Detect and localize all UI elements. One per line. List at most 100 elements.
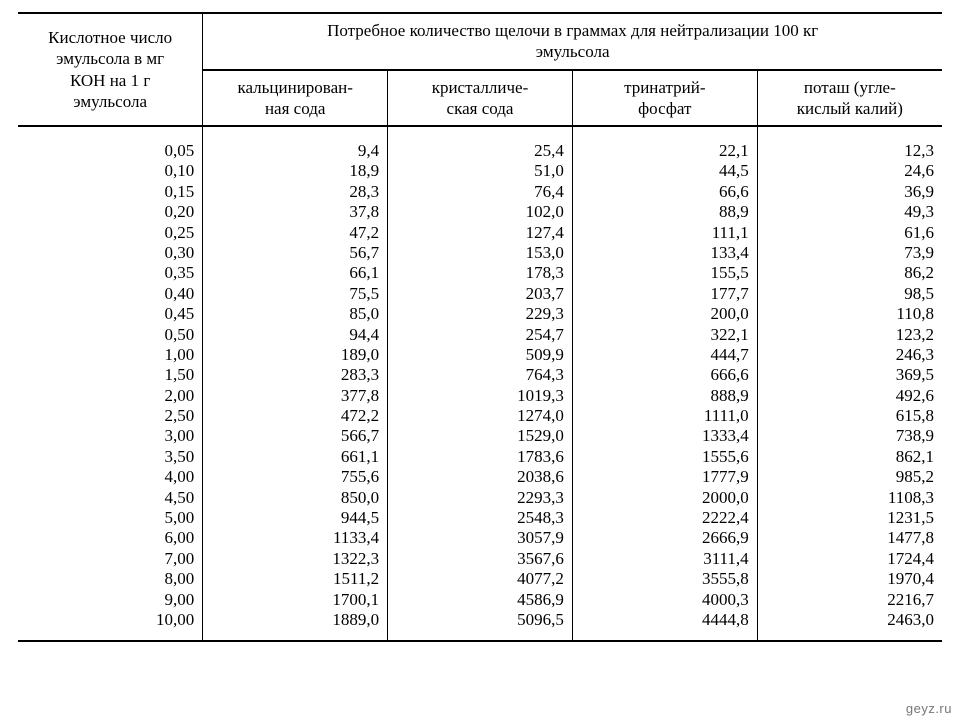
cell: 1783,6 xyxy=(388,447,573,467)
cell: 203,7 xyxy=(388,284,573,304)
cell: 88,9 xyxy=(572,202,757,222)
cell: 0,35 xyxy=(18,263,203,283)
cell: 66,6 xyxy=(572,182,757,202)
table-row: 4,50850,02293,32000,01108,3 xyxy=(18,488,942,508)
cell: 666,6 xyxy=(572,365,757,385)
cell: 37,8 xyxy=(203,202,388,222)
cell: 189,0 xyxy=(203,345,388,365)
cell: 3555,8 xyxy=(572,569,757,589)
cell: 755,6 xyxy=(203,467,388,487)
cell: 888,9 xyxy=(572,386,757,406)
cell: 509,9 xyxy=(388,345,573,365)
cell: 1700,1 xyxy=(203,590,388,610)
cell: 0,25 xyxy=(18,223,203,243)
cell: 1,00 xyxy=(18,345,203,365)
cell: 49,3 xyxy=(757,202,942,222)
cell: 2222,4 xyxy=(572,508,757,528)
cell: 2463,0 xyxy=(757,610,942,630)
cell: 4000,3 xyxy=(572,590,757,610)
cell: 661,1 xyxy=(203,447,388,467)
cell: 153,0 xyxy=(388,243,573,263)
cell: 1529,0 xyxy=(388,426,573,446)
cell: 123,2 xyxy=(757,325,942,345)
cell: 44,5 xyxy=(572,161,757,181)
cell: 2548,3 xyxy=(388,508,573,528)
cell: 200,0 xyxy=(572,304,757,324)
table-row: 7,001322,33567,63111,41724,4 xyxy=(18,549,942,569)
cell: 254,7 xyxy=(388,325,573,345)
table-row: 3,50661,11783,61555,6862,1 xyxy=(18,447,942,467)
cell: 2000,0 xyxy=(572,488,757,508)
cell: 0,30 xyxy=(18,243,203,263)
cell: 7,00 xyxy=(18,549,203,569)
cell: 51,0 xyxy=(388,161,573,181)
cell: 177,7 xyxy=(572,284,757,304)
cell: 1511,2 xyxy=(203,569,388,589)
cell: 86,2 xyxy=(757,263,942,283)
header-trisodium: тринатрий-фосфат xyxy=(572,70,757,127)
cell: 76,4 xyxy=(388,182,573,202)
cell: 28,3 xyxy=(203,182,388,202)
cell: 1274,0 xyxy=(388,406,573,426)
cell: 1477,8 xyxy=(757,528,942,548)
table-row: 1,00189,0509,9444,7246,3 xyxy=(18,345,942,365)
cell: 66,1 xyxy=(203,263,388,283)
table-row: 0,059,425,422,112,3 xyxy=(18,141,942,161)
cell: 10,00 xyxy=(18,610,203,630)
cell: 22,1 xyxy=(572,141,757,161)
cell: 1108,3 xyxy=(757,488,942,508)
cell: 985,2 xyxy=(757,467,942,487)
table-row: 4,00755,62038,61777,9985,2 xyxy=(18,467,942,487)
cell: 1555,6 xyxy=(572,447,757,467)
cell: 1970,4 xyxy=(757,569,942,589)
cell: 3,50 xyxy=(18,447,203,467)
cell: 0,40 xyxy=(18,284,203,304)
cell: 369,5 xyxy=(757,365,942,385)
cell: 61,6 xyxy=(757,223,942,243)
cell: 8,00 xyxy=(18,569,203,589)
header-acid-number: Кислотное числоэмульсола в мгКОН на 1 гэ… xyxy=(18,13,203,126)
cell: 0,05 xyxy=(18,141,203,161)
cell: 1724,4 xyxy=(757,549,942,569)
table-row: 6,001133,43057,92666,91477,8 xyxy=(18,528,942,548)
table-row: 0,4075,5203,7177,798,5 xyxy=(18,284,942,304)
table-row: 0,1528,376,466,636,9 xyxy=(18,182,942,202)
table-header: Кислотное числоэмульсола в мгКОН на 1 гэ… xyxy=(18,13,942,126)
cell: 0,50 xyxy=(18,325,203,345)
table-row: 0,1018,951,044,524,6 xyxy=(18,161,942,181)
cell: 85,0 xyxy=(203,304,388,324)
cell: 47,2 xyxy=(203,223,388,243)
cell: 73,9 xyxy=(757,243,942,263)
cell: 377,8 xyxy=(203,386,388,406)
cell: 1111,0 xyxy=(572,406,757,426)
cell: 2666,9 xyxy=(572,528,757,548)
cell: 3111,4 xyxy=(572,549,757,569)
header-washing-soda: кристалличе-ская сода xyxy=(388,70,573,127)
cell: 75,5 xyxy=(203,284,388,304)
table-row: 5,00944,52548,32222,41231,5 xyxy=(18,508,942,528)
cell: 178,3 xyxy=(388,263,573,283)
cell: 36,9 xyxy=(757,182,942,202)
cell: 155,5 xyxy=(572,263,757,283)
cell: 0,10 xyxy=(18,161,203,181)
cell: 850,0 xyxy=(203,488,388,508)
table-body: 0,059,425,422,112,30,1018,951,044,524,60… xyxy=(18,126,942,641)
page: Кислотное числоэмульсола в мгКОН на 1 гэ… xyxy=(0,0,960,720)
cell: 862,1 xyxy=(757,447,942,467)
cell: 1133,4 xyxy=(203,528,388,548)
cell: 229,3 xyxy=(388,304,573,324)
table-row: 3,00566,71529,01333,4738,9 xyxy=(18,426,942,446)
table-row: 8,001511,24077,23555,81970,4 xyxy=(18,569,942,589)
cell: 12,3 xyxy=(757,141,942,161)
cell: 5,00 xyxy=(18,508,203,528)
cell: 566,7 xyxy=(203,426,388,446)
cell: 2293,3 xyxy=(388,488,573,508)
cell: 3567,6 xyxy=(388,549,573,569)
cell: 1322,3 xyxy=(203,549,388,569)
cell: 764,3 xyxy=(388,365,573,385)
cell: 2,50 xyxy=(18,406,203,426)
cell: 0,45 xyxy=(18,304,203,324)
cell: 444,7 xyxy=(572,345,757,365)
table-row: 1,50283,3764,3666,6369,5 xyxy=(18,365,942,385)
table-row: 0,3566,1178,3155,586,2 xyxy=(18,263,942,283)
